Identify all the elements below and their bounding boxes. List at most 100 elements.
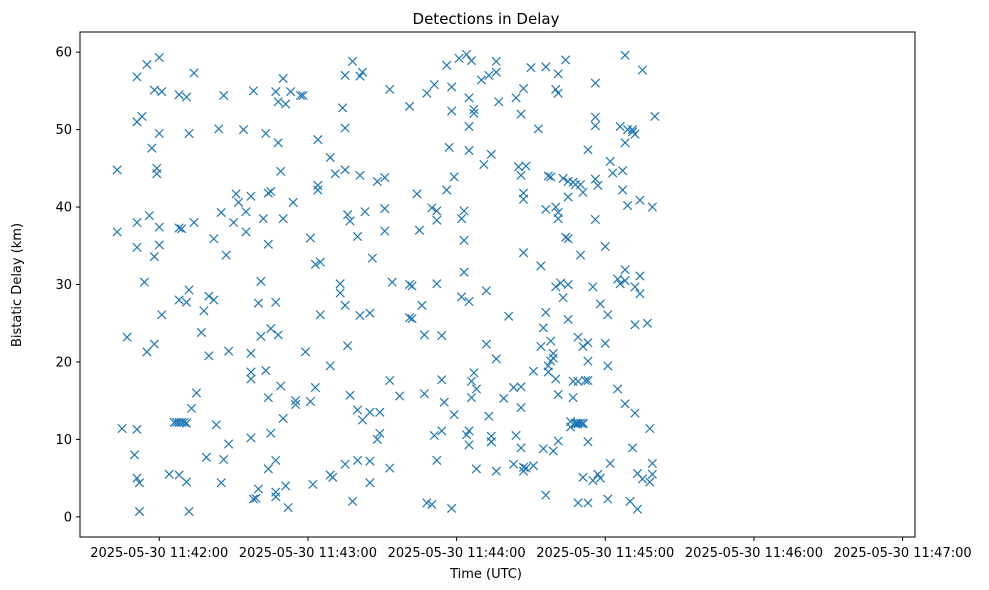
data-point (432, 215, 442, 225)
data-point (261, 365, 271, 376)
data-point (630, 320, 640, 330)
data-point (179, 417, 189, 427)
data-point (372, 434, 382, 445)
data-point (189, 68, 199, 78)
data-point (459, 206, 469, 216)
data-point (563, 314, 573, 324)
data-point (464, 296, 474, 307)
data-point (518, 462, 529, 472)
data-point (335, 279, 345, 289)
data-point (575, 418, 586, 428)
data-point (365, 407, 375, 417)
data-point (261, 128, 271, 139)
data-point (352, 231, 363, 242)
data-point (380, 203, 390, 214)
data-point (432, 279, 442, 289)
y-tick-label: 60 (55, 46, 72, 61)
data-point (137, 111, 147, 122)
data-point (608, 168, 618, 178)
data-point (154, 240, 164, 250)
data-point (278, 413, 288, 424)
data-point (620, 265, 630, 275)
data-point (404, 279, 415, 290)
data-point (273, 97, 283, 107)
data-point (117, 423, 127, 434)
data-point (278, 73, 288, 84)
data-point (181, 92, 192, 102)
data-point (508, 382, 519, 393)
data-point (432, 455, 442, 465)
data-point (174, 470, 184, 480)
y-tick-label: 50 (55, 123, 72, 138)
data-point (605, 156, 615, 166)
x-tick-label: 2025-05-30 11:44:00 (388, 546, 526, 561)
data-point (627, 124, 638, 135)
x-tick-label: 2025-05-30 11:47:00 (834, 546, 972, 561)
data-point (590, 174, 600, 184)
data-point (345, 216, 355, 226)
data-point (516, 382, 526, 392)
data-point (139, 277, 150, 287)
data-point (395, 391, 405, 401)
y-tick-label: 30 (55, 278, 72, 293)
data-point (271, 487, 281, 497)
data-point (380, 226, 390, 236)
data-point (469, 368, 479, 378)
data-point (444, 142, 454, 153)
data-point (372, 176, 382, 187)
data-point (176, 224, 187, 234)
data-point (154, 128, 164, 139)
data-point (518, 83, 529, 94)
data-point (142, 347, 152, 357)
y-tick-label: 10 (55, 433, 72, 448)
data-point (459, 235, 469, 245)
data-point (340, 70, 350, 80)
data-point (464, 93, 474, 103)
x-tick-label: 2025-05-30 11:42:00 (90, 546, 228, 561)
data-point (464, 440, 474, 450)
data-point (181, 477, 192, 487)
data-point (442, 185, 452, 195)
data-point (417, 300, 427, 311)
data-point (518, 194, 529, 204)
data-point (181, 418, 192, 428)
data-point (456, 292, 467, 302)
data-point (134, 478, 145, 488)
data-point (464, 145, 474, 156)
data-point (340, 300, 350, 311)
data-point (647, 458, 657, 469)
data-point (536, 341, 546, 352)
data-point (256, 276, 266, 287)
data-point (456, 214, 467, 224)
data-point (407, 281, 417, 291)
data-point (209, 295, 219, 305)
data-point (630, 129, 640, 139)
data-point (419, 389, 430, 399)
data-point (132, 473, 142, 483)
data-point (345, 390, 355, 400)
data-point (583, 356, 593, 366)
data-point (620, 276, 630, 286)
data-point (266, 324, 276, 334)
data-point (357, 67, 368, 77)
data-point (352, 405, 363, 415)
data-point (642, 318, 653, 328)
data-point (209, 234, 219, 244)
data-point (347, 56, 358, 67)
data-point (365, 478, 375, 488)
data-point (271, 297, 281, 307)
data-point (447, 82, 457, 92)
data-point (622, 200, 633, 211)
data-point (340, 459, 350, 469)
data-point (590, 121, 600, 131)
data-point (511, 93, 521, 103)
data-point (521, 161, 531, 171)
data-point (580, 375, 591, 386)
data-point (204, 291, 214, 301)
data-point (290, 396, 301, 406)
data-point (204, 351, 214, 361)
data-point (147, 143, 157, 153)
data-point (538, 444, 548, 454)
data-point (266, 428, 276, 438)
data-point (335, 288, 345, 298)
